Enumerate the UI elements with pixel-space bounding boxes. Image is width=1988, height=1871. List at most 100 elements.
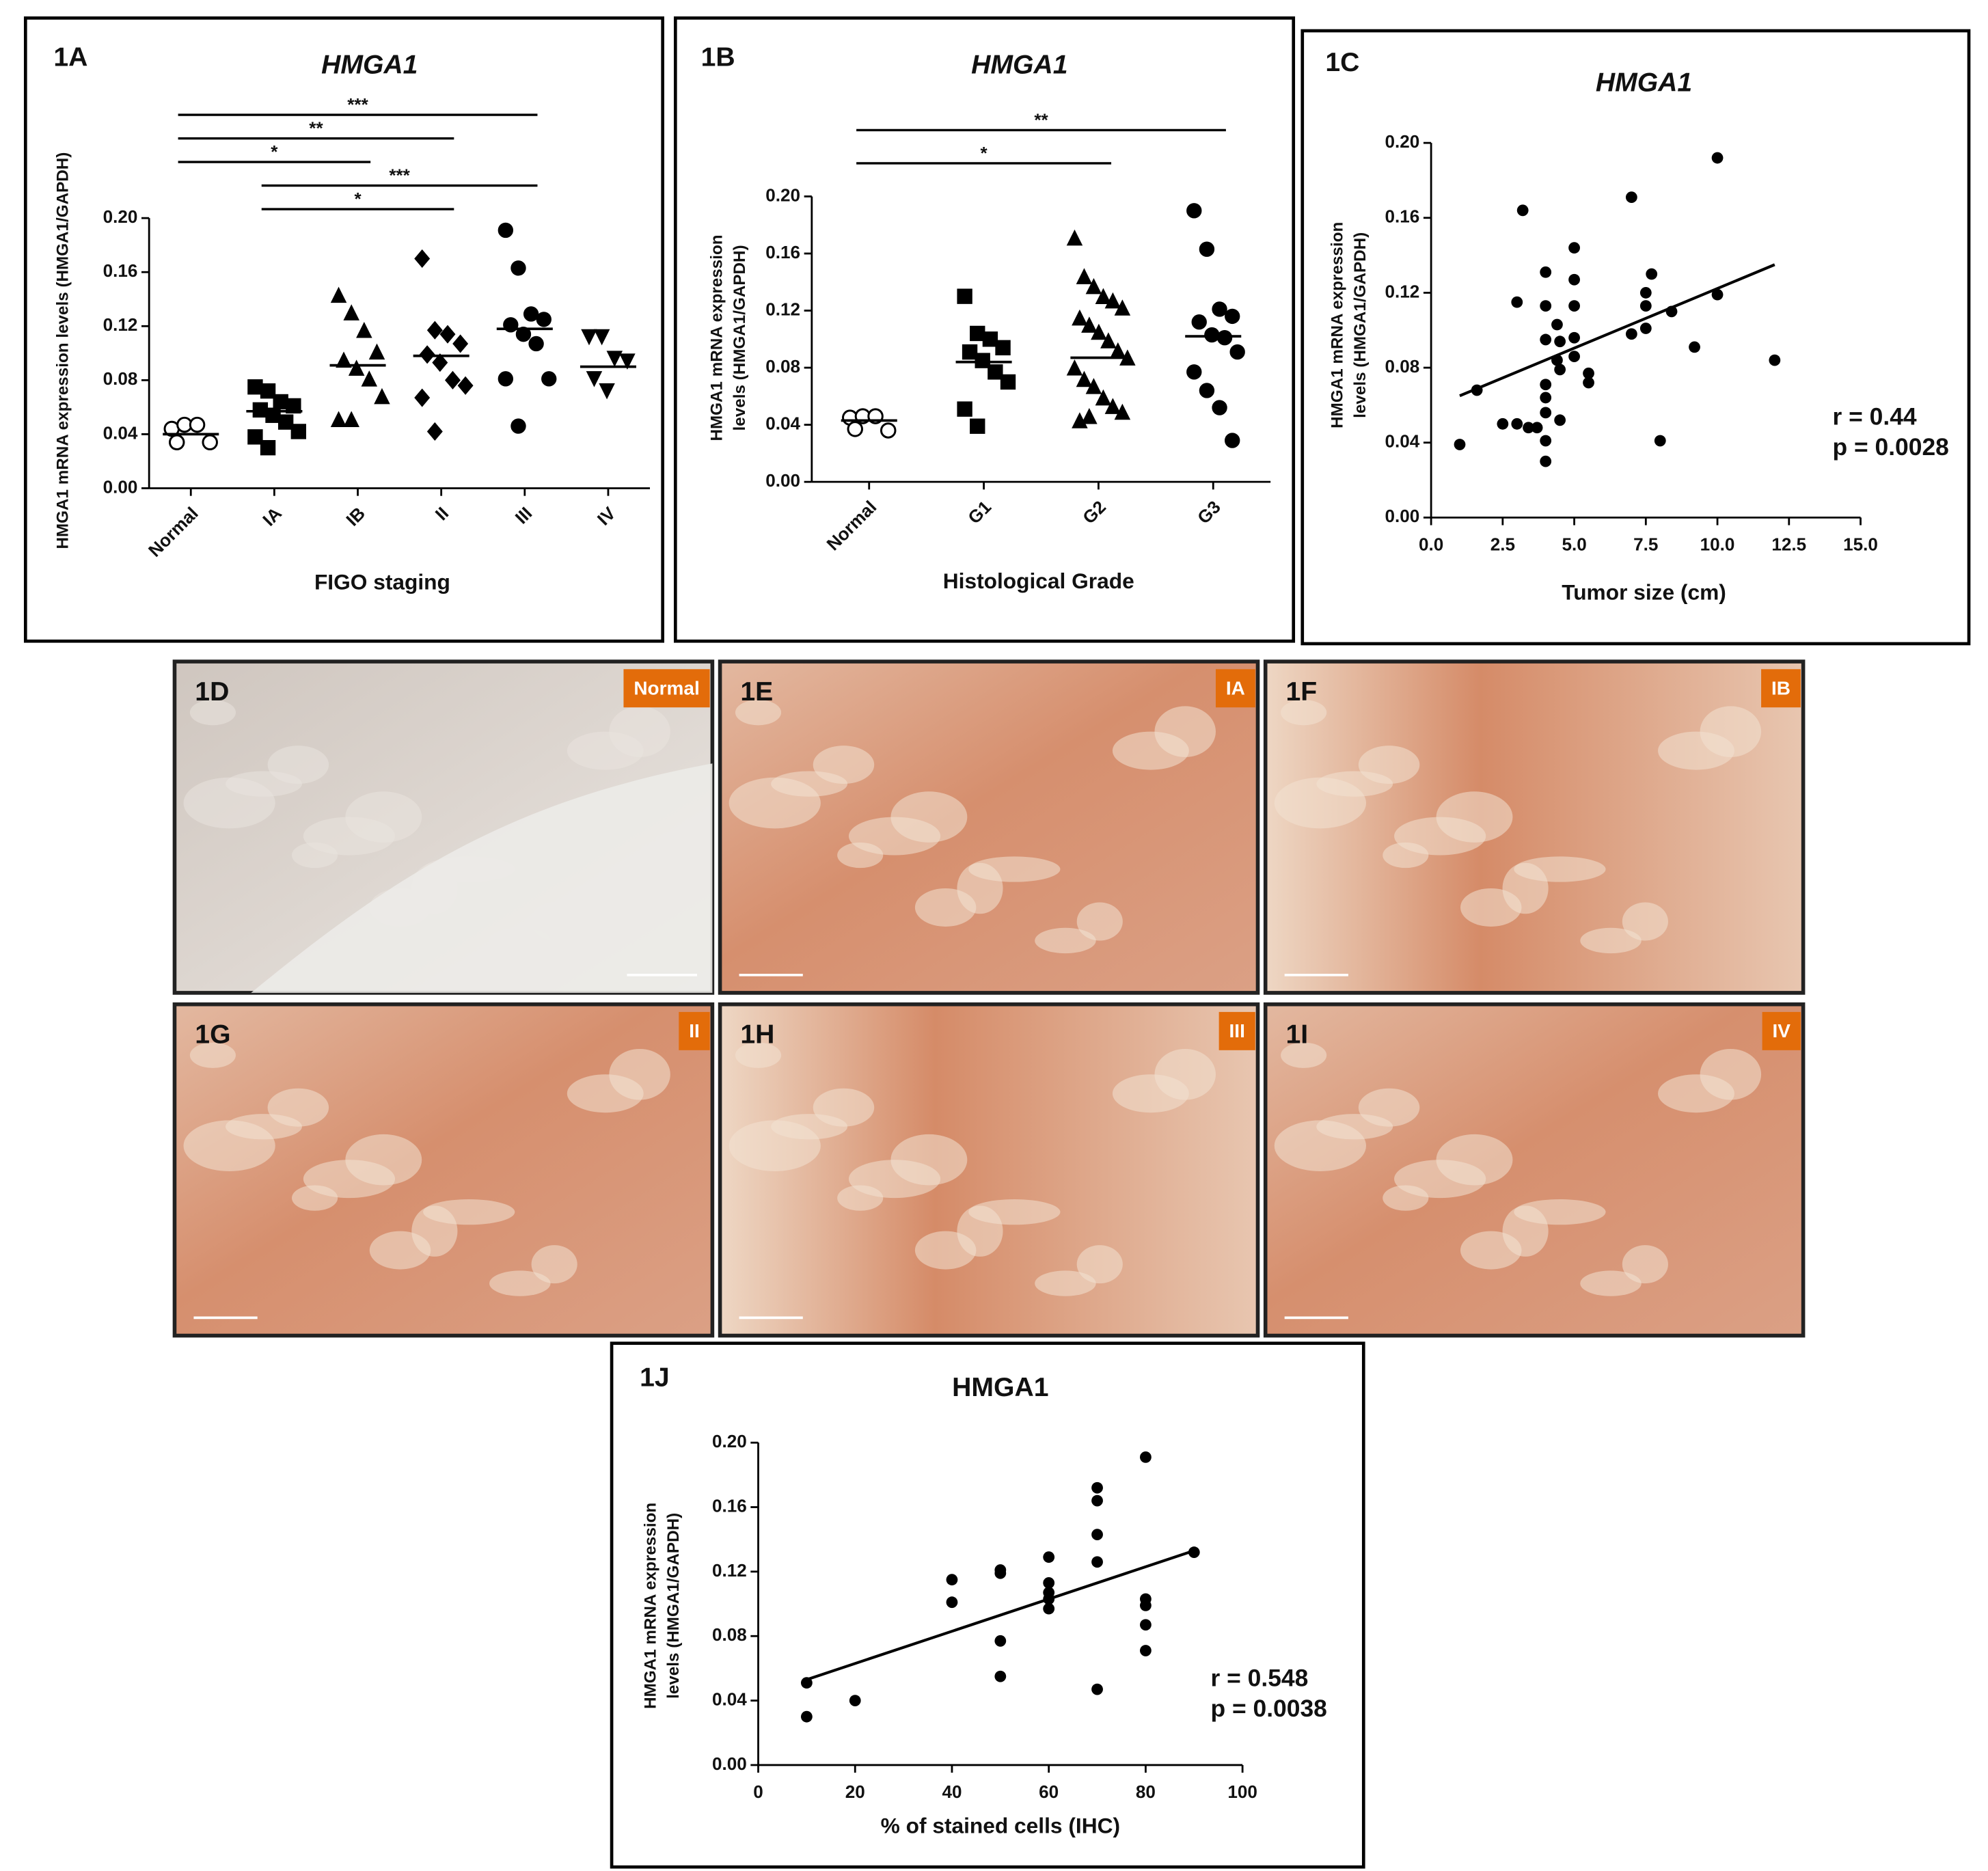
y-tick-label: 0.04 [765,413,800,434]
data-point [1225,308,1240,325]
tissue-texture [1580,927,1642,954]
data-point [1114,403,1131,420]
data-point [1081,407,1098,424]
data-point [330,411,347,427]
data-point [1540,300,1552,312]
y-axis-label: HMGA1 mRNA expression levels (HMGA1/GAPD… [54,152,72,549]
y-tick-label: 0.00 [103,476,138,497]
stage-tag: IA [1226,677,1245,698]
image-label: 1G [195,1020,230,1050]
data-point [1583,377,1594,389]
y-axis-label: levels (HMGA1/GAPDH) [731,245,749,431]
annotation: r = 0.548 [1211,1664,1309,1691]
data-point [1212,400,1227,415]
tissue-texture [292,1185,338,1211]
data-point [1066,359,1083,376]
x-tick-label: G3 [1193,497,1225,528]
y-axis-label: HMGA1 mRNA expression [1328,222,1346,428]
data-point [1568,351,1580,363]
data-point [849,1695,861,1706]
y-tick-label: 0.00 [712,1753,747,1774]
data-point [348,359,365,376]
data-point [593,329,610,346]
data-point [1625,328,1637,340]
data-point [1204,327,1220,343]
y-tick-label: 0.12 [1385,281,1420,301]
x-tick-label: 15.0 [1843,534,1878,554]
data-point [599,383,615,400]
data-point [1511,418,1523,430]
data-point [336,351,352,368]
data-point [1229,344,1245,360]
tissue-texture [1281,1042,1327,1068]
stage-tag: IV [1773,1020,1791,1041]
x-axis-label: Histological Grade [943,569,1134,593]
tissue-texture [292,842,338,869]
tissue-texture [531,1245,577,1284]
tissue-texture [1112,1074,1189,1113]
data-point [619,353,636,370]
y-tick-label: 0.16 [712,1495,747,1516]
y-tick-label: 0.16 [1385,206,1420,227]
data-point [1646,268,1658,280]
image-label: 1H [740,1020,774,1050]
tissue-texture [837,1185,884,1211]
data-point [946,1574,958,1586]
x-tick-label: III [511,503,536,528]
x-tick-label: 80 [1136,1781,1156,1802]
tissue-texture [1622,1245,1668,1284]
data-point [1511,296,1523,308]
data-point [1554,414,1566,426]
tissue-texture [183,777,275,829]
data-point [510,418,526,434]
data-point [946,1596,958,1609]
tissue-texture [1622,902,1668,941]
data-point [414,249,431,269]
data-point [510,260,526,276]
significance-label: * [981,143,988,163]
data-point [1095,389,1112,406]
data-point [847,421,863,437]
x-tick-label: 2.5 [1490,534,1515,554]
data-point [1216,330,1233,346]
annotation: r = 0.44 [1833,402,1917,430]
data-point [343,304,359,320]
chart-title: HMGA1 [1596,68,1692,98]
histology-image: 1E IA [718,659,1260,995]
data-point [1554,336,1566,348]
significance-label: ** [309,118,323,138]
data-point [994,1670,1007,1682]
data-point [1540,266,1552,278]
significance-label: *** [347,94,368,115]
y-tick-label: 0.20 [103,206,138,227]
data-point [1188,1546,1200,1558]
stage-tag: Normal [634,677,699,698]
data-point [1043,1551,1055,1563]
y-tick-label: 0.00 [1385,506,1420,526]
x-tick-label: IA [258,503,286,530]
x-tick-label: 100 [1227,1781,1257,1802]
data-point [457,376,474,395]
data-point [1085,378,1102,394]
data-point [1454,439,1466,450]
data-point [286,398,301,414]
data-point [1104,398,1121,414]
data-point [994,1567,1007,1579]
x-tick-label: II [431,503,452,524]
tissue-texture [1112,731,1189,770]
tissue-texture [1580,1270,1642,1296]
data-point [800,1710,813,1723]
stage-tag: II [689,1020,700,1041]
panel-label: 1A [53,42,87,72]
chart-title: HMGA1 [971,51,1067,80]
tissue-texture [735,700,782,726]
data-point [426,422,443,441]
x-tick-label: Normal [823,497,881,555]
data-point [439,325,456,344]
data-point [452,334,469,353]
x-tick-label: 20 [845,1781,865,1802]
data-point [1076,268,1093,284]
stage-tag: IB [1771,677,1790,698]
data-point [1066,229,1083,246]
data-point [1076,370,1093,387]
